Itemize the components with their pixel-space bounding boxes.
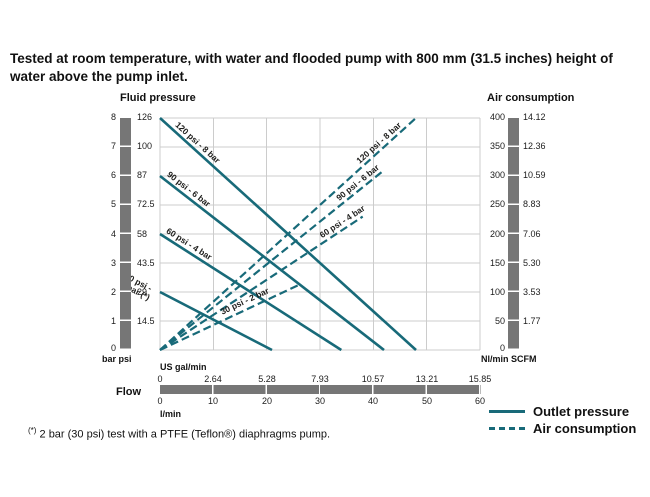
tick-label: 1: [110, 315, 116, 326]
tick-label: 300: [489, 170, 505, 181]
footnote-marker: (*): [28, 426, 37, 435]
legend-label-outlet-pressure: Outlet pressure: [533, 404, 630, 419]
tick-label: 400: [489, 112, 505, 122]
lmin-ticks: 0 10 20 30 40 50 60: [157, 396, 485, 407]
tick-label: 0: [157, 396, 163, 406]
curve-label-air-consumption-8bar: 120 psi - 8 bar: [354, 120, 403, 166]
curve-outlet-pressure-4bar: [159, 232, 343, 352]
tick-label: 2.64: [204, 374, 222, 384]
footnote-text: 2 bar (30 psi) test with a PTFE (Teflon®…: [39, 428, 331, 441]
tick-label: 50: [494, 315, 505, 326]
legend-air-consumption: Air consumption: [489, 420, 636, 437]
curve-air-consumption-4bar: [159, 215, 364, 351]
tick-label: 60: [474, 396, 486, 406]
tick-label: 87: [137, 170, 148, 181]
right-units-label: Nl/min SCFM: [481, 354, 537, 364]
tick-label: 350: [489, 141, 505, 152]
tick-label: 2: [110, 286, 116, 297]
tick-label: 200: [489, 228, 505, 239]
curve-label-outlet-pressure-8bar: 120 psi - 8 bar: [173, 120, 222, 166]
tick-label: 50: [421, 396, 433, 406]
left-units-label: bar psi: [102, 354, 132, 364]
curve-label-outlet-pressure-4bar: 60 psi - 4 bar: [165, 226, 215, 263]
tick-label: 1.77: [523, 315, 541, 326]
tick-label: 30: [314, 396, 326, 406]
tick-label: 100: [489, 286, 505, 297]
test-conditions-title: Tested at room temperature, with water a…: [10, 51, 613, 84]
tick-label: 8.83: [523, 199, 541, 210]
tick-label: 15.85: [468, 374, 492, 384]
tick-label: 7.93: [311, 374, 329, 384]
nlmin-scale-ticks: 400 350 300 250 200 150 100 50: [481, 112, 505, 327]
curve-outlet-pressure-2bar: [159, 290, 273, 352]
scfm-scale-ticks: 14.12 12.36 10.59 8.83 7.06 5.30 3.53 1.…: [523, 112, 557, 327]
legend-label-air-consumption: Air consumption: [533, 421, 637, 436]
tick-label: 14.12: [523, 112, 546, 122]
legend: Outlet pressure Air consumption: [489, 403, 636, 437]
tick-label: 0: [157, 374, 163, 384]
tick-label: 40: [367, 396, 379, 406]
air-consumption-axis-title: Air consumption: [487, 92, 575, 104]
usgalmin-units-label: US gal/min: [160, 362, 207, 372]
tick-label: 8: [110, 112, 116, 122]
tick-label: 5.28: [258, 374, 276, 384]
flow-scale-bar: [160, 385, 481, 394]
dashed-line-sample-icon: [489, 427, 525, 430]
tick-label: 14.5: [137, 315, 155, 326]
curve-outlet-pressure-6bar: [159, 174, 385, 352]
tick-label: 29: [137, 286, 148, 297]
legend-outlet-pressure: Outlet pressure: [489, 403, 636, 420]
curve-air-consumption-8bar: [159, 117, 417, 351]
tick-label: 5: [110, 199, 116, 210]
tick-label: 250: [489, 199, 505, 210]
lmin-units-label: l/min: [160, 409, 182, 419]
curve-air-consumption-2bar: [159, 284, 300, 351]
tick-label: 12.36: [523, 141, 546, 152]
tick-label: 150: [489, 257, 505, 268]
tick-label: 72.5: [137, 199, 155, 210]
tick-label: 10.57: [361, 374, 385, 384]
tick-label: 43.5: [137, 257, 155, 268]
tick-label: 6: [110, 170, 116, 181]
usgalmin-ticks: 0 2.64 5.28 7.93 10.57 13.21 15.85: [157, 374, 491, 385]
tick-label: 58: [137, 228, 148, 239]
tick-label: 4: [110, 228, 116, 239]
curve-label-outlet-pressure-6bar: 90 psi - 6 bar: [165, 169, 213, 209]
curve-label-air-consumption-6bar: 90 psi - 6 bar: [334, 162, 381, 203]
flow-axis-title: Flow: [116, 386, 142, 398]
tick-label: 3.53: [523, 286, 541, 297]
tick-label: 10.59: [523, 170, 546, 181]
nlmin-scale-zero: 0: [499, 343, 505, 353]
psi-scale-ticks: 126 100 87 72.5 58 43.5 29 14.5: [137, 112, 167, 327]
tick-label: 13.21: [415, 374, 439, 384]
tick-label: 10: [207, 396, 219, 406]
tick-label: 126: [137, 112, 153, 122]
bar-scale-zero: 0: [110, 343, 116, 353]
footnote: (*) 2 bar (30 psi) test with a PTFE (Tef…: [28, 426, 330, 441]
bar-scale-ticks: 8 7 6 5 4 3 2 1: [92, 112, 116, 327]
tick-label: 20: [261, 396, 273, 406]
fluid-pressure-axis-title: Fluid pressure: [120, 92, 196, 104]
air-consumption-scale-bar: [508, 118, 519, 350]
tick-label: 3: [110, 257, 116, 268]
tick-label: 5.30: [523, 257, 541, 268]
solid-line-sample-icon: [489, 410, 525, 413]
fluid-pressure-scale-bar: [120, 118, 131, 350]
tick-label: 7.06: [523, 228, 541, 239]
tick-label: 7: [110, 141, 116, 152]
tick-label: 100: [137, 141, 153, 152]
